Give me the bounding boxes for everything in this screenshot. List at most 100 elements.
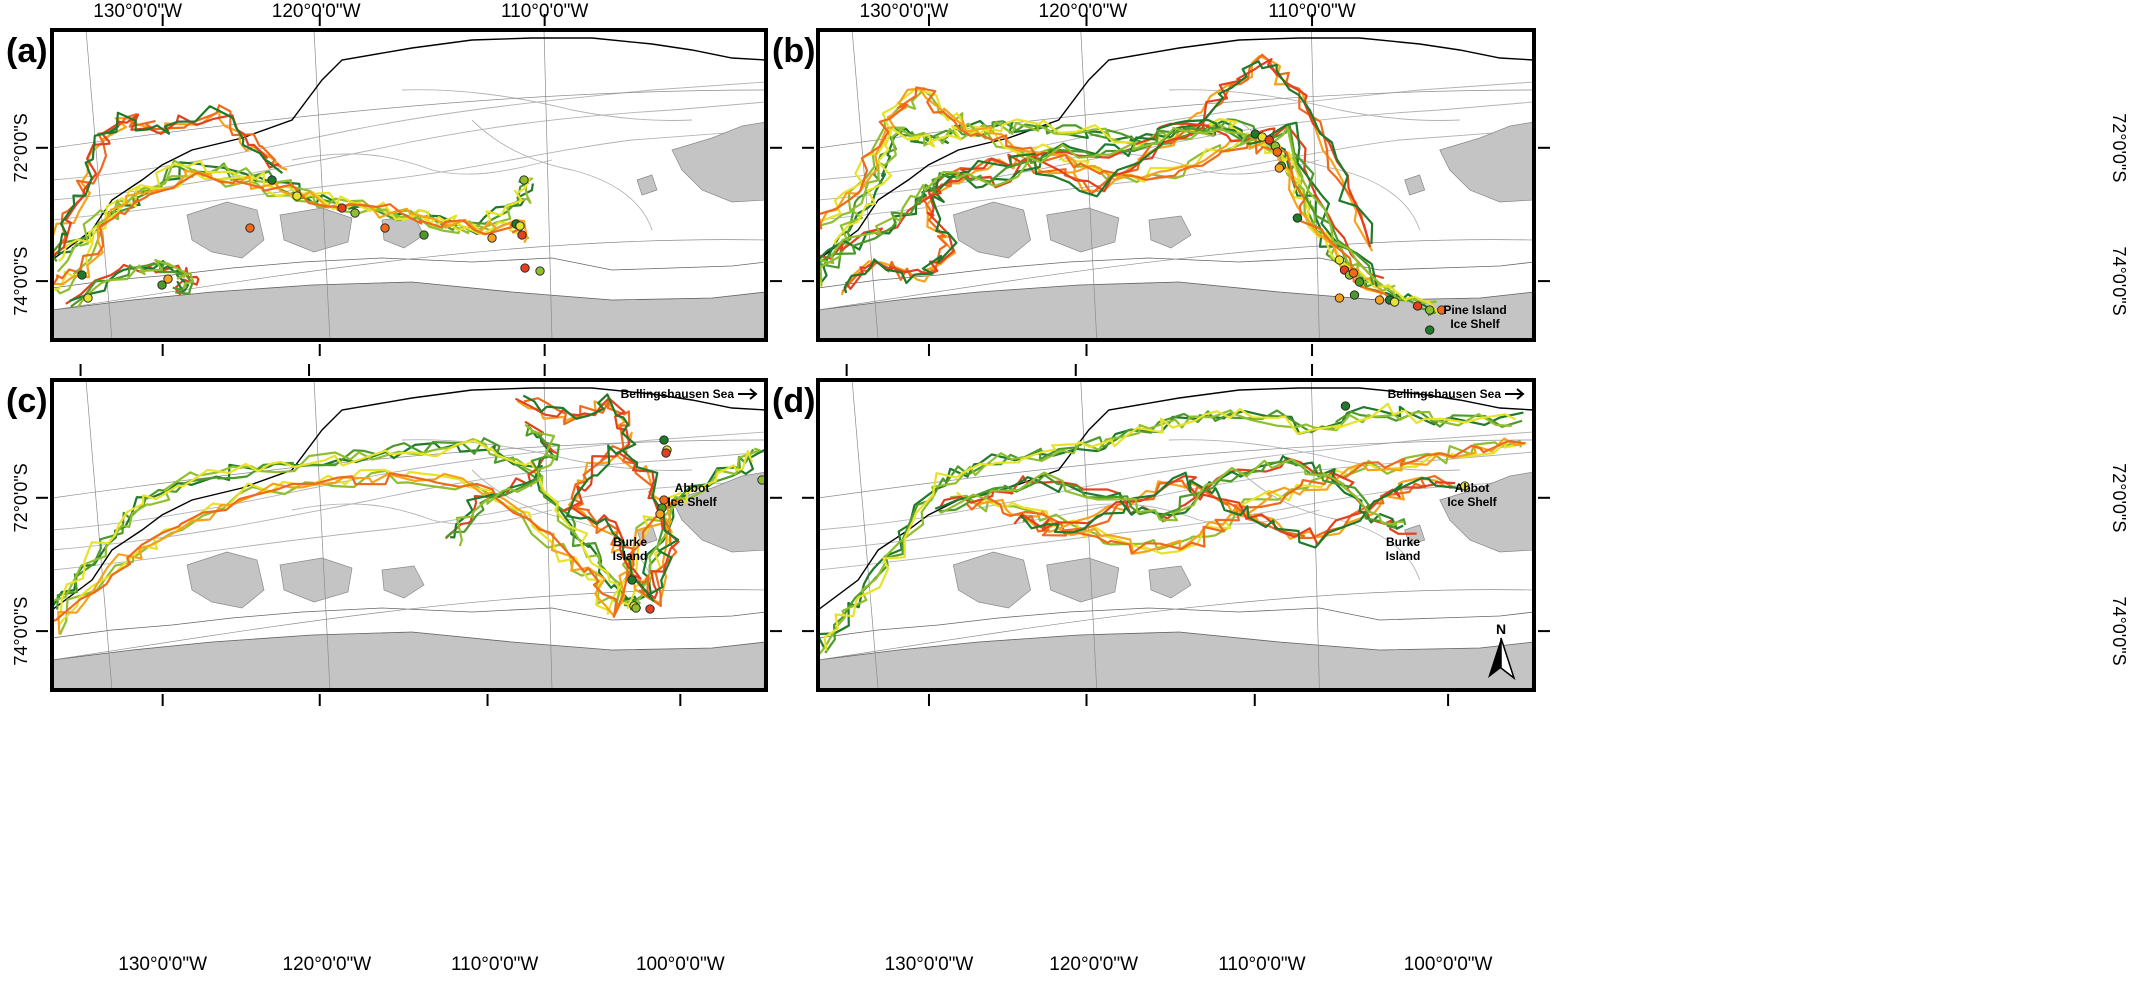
place-label: Burke <box>1386 535 1420 549</box>
track-endpoint-dot <box>655 509 665 519</box>
track-endpoint-dot <box>1354 277 1365 287</box>
track-endpoint-dot <box>1389 297 1400 307</box>
seal-track <box>843 60 1374 294</box>
graticule-line <box>85 30 113 340</box>
ice-shelf-shape <box>671 471 766 553</box>
panel-letter: (c) <box>6 382 48 420</box>
graticule-line <box>1311 30 1320 340</box>
bathymetry-contour <box>1168 439 1460 471</box>
graticule-line <box>543 30 553 340</box>
latitude-label: 74°0'0"S <box>11 597 31 666</box>
track-endpoint-dot <box>1413 301 1423 311</box>
ice-shelf-shape <box>1439 471 1534 553</box>
latitude-label: 74°0'0"S <box>11 247 31 316</box>
bathymetry-contour <box>471 119 653 231</box>
seal-track <box>1020 471 1460 549</box>
track-endpoint-dot <box>77 270 87 280</box>
map-content <box>52 30 766 340</box>
seal-track <box>818 118 1441 316</box>
ice-shelf-shape <box>186 551 265 609</box>
bathymetry-contour <box>52 451 766 551</box>
track-endpoint-dot <box>515 221 525 231</box>
track-endpoint-dot <box>1425 305 1435 315</box>
latitude-label: 72°0'0"S <box>11 463 31 532</box>
track-endpoint-dot <box>245 223 255 233</box>
place-label: Bellingshausen Sea <box>621 387 735 401</box>
land-ice-outline <box>818 607 1534 661</box>
seal-track <box>818 409 1512 655</box>
graticule-line <box>851 380 879 690</box>
longitude-label: 110°0'0"W <box>1268 1 1355 22</box>
panel-letter: (b) <box>772 32 815 70</box>
seal-track <box>522 393 680 602</box>
panel-frame <box>50 28 768 342</box>
graticule-line <box>52 439 766 499</box>
track-endpoint-dot <box>1349 290 1360 300</box>
seal-track <box>76 258 195 309</box>
track-endpoint-dot <box>380 223 390 233</box>
ice-shelf-shape <box>1439 121 1534 203</box>
seal-track <box>818 86 1393 301</box>
latitude-label: 72°0'0"S <box>2109 113 2129 182</box>
seal-track <box>938 460 1407 529</box>
longitude-label: 110°0'0"W <box>1218 954 1305 975</box>
bathymetry-contour <box>818 479 1534 571</box>
map-panel-c: (c) 130°0'0"W 120°0'0"W 110°0'0"W 100°0'0"W 7… <box>6 364 782 975</box>
ice-shelf-shape <box>279 557 353 603</box>
track-endpoint-dot <box>520 263 530 273</box>
track-endpoint-dot <box>1272 147 1282 157</box>
longitude-label: 120°0'0"W <box>1039 1 1128 22</box>
longitude-label: 100°0'0"W <box>1404 954 1493 975</box>
seal-track <box>819 120 1438 305</box>
track-endpoint-dot <box>627 575 637 585</box>
longitude-label: 110°0'0"W <box>501 1 588 22</box>
place-label: Pine Island <box>1443 303 1506 317</box>
arrow-right-icon <box>738 388 758 400</box>
track-endpoint-dot <box>519 175 529 185</box>
longitude-label: 130°0'0"W <box>93 1 182 22</box>
track-endpoint-dot <box>1460 481 1470 491</box>
track-endpoint-dot <box>1425 325 1435 335</box>
track-endpoint-dot <box>645 604 655 614</box>
longitude-label: 130°0'0"W <box>860 1 949 22</box>
seal-track <box>444 420 559 540</box>
seal-track <box>1022 474 1454 540</box>
ice-shelf-shape <box>186 201 265 259</box>
graticule-line <box>52 89 766 149</box>
place-label: Island <box>1386 549 1421 563</box>
track-endpoint-dot <box>163 274 173 284</box>
bathymetry-contour <box>1058 503 1320 525</box>
map-content <box>818 30 1534 340</box>
track-endpoint-dot <box>337 203 347 213</box>
bathymetry-contour <box>291 153 553 175</box>
graticule-line <box>1080 30 1098 340</box>
seal-track <box>818 88 1393 290</box>
seal-track <box>57 468 682 627</box>
ice-shelf-shape <box>1148 565 1192 599</box>
map-panel-b: (b) 130°0'0"W 120°0'0"W 110°0'0"W 72°0'0"S 74… <box>772 1 2129 356</box>
place-label: Ice Shelf <box>1450 317 1500 331</box>
track-endpoint-dot <box>661 448 671 458</box>
track-endpoint-dot <box>535 266 545 276</box>
track-endpoint-dot <box>350 208 360 218</box>
seal-track <box>818 126 1380 284</box>
graticule-line <box>85 380 113 690</box>
arrow-right-icon <box>1505 388 1525 400</box>
panel-frame <box>816 378 1536 692</box>
track-endpoint-dot <box>1334 293 1345 303</box>
latitude-label: 72°0'0"S <box>2109 463 2129 532</box>
track-endpoint-dot <box>83 293 93 303</box>
ice-shelf-shape <box>1046 557 1120 603</box>
map-panel-d: (d) 130°0'0"W 120°0'0"W 110°0'0"W 100°0'0"W 7… <box>772 364 2129 975</box>
latitude-label: 72°0'0"S <box>11 113 31 182</box>
latitude-label: 74°0'0"S <box>2109 597 2129 666</box>
ice-shelf-shape <box>1404 174 1426 196</box>
continental-shelf-break <box>818 387 1534 611</box>
seal-track <box>52 472 679 623</box>
track-endpoint-dot <box>1334 255 1345 265</box>
longitude-label: 110°0'0"W <box>451 954 538 975</box>
track-endpoint-dot <box>1274 163 1284 173</box>
north-arrow-icon <box>1488 637 1516 681</box>
graticule-line <box>313 30 331 340</box>
